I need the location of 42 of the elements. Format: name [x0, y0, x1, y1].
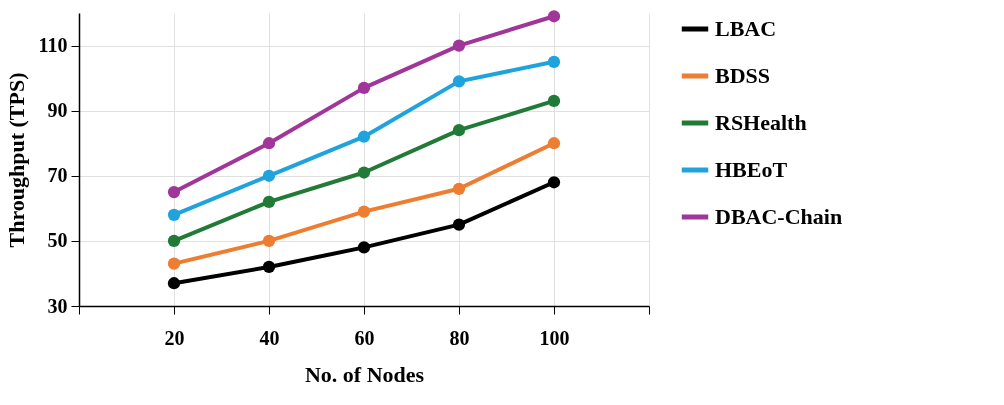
point [167, 277, 181, 290]
point [262, 260, 276, 274]
x-tick-label: 40 [259, 326, 280, 349]
point [167, 185, 181, 199]
point [357, 130, 371, 143]
point [357, 241, 371, 254]
x-tick-label: 80 [449, 326, 470, 349]
point [547, 10, 561, 23]
point [262, 137, 276, 150]
point [452, 39, 466, 52]
y-tick-label: 50 [47, 229, 68, 252]
point [547, 137, 561, 150]
y-tick-label: 70 [47, 164, 68, 187]
legend-label: LBAC [715, 16, 777, 41]
legend-label: HBEoT [715, 157, 788, 182]
point [262, 195, 276, 208]
point [452, 124, 466, 137]
point [452, 75, 466, 88]
x-tick-label: 20 [164, 326, 185, 349]
point [547, 94, 561, 108]
legend-label: DBAC-Chain [715, 204, 843, 229]
x-tick-label: 100 [539, 326, 570, 349]
point [167, 234, 181, 247]
x-tick-label: 60 [354, 326, 375, 349]
point [167, 257, 181, 270]
point [262, 169, 276, 182]
point [357, 205, 371, 218]
y-axis-title: Throughput (TPS) [3, 72, 29, 248]
point [452, 182, 466, 195]
y-tick-label: 110 [38, 34, 68, 57]
point [262, 234, 276, 247]
legend-label: BDSS [715, 63, 771, 88]
point [167, 208, 181, 221]
point [357, 81, 371, 94]
legend-label: RSHealth [715, 110, 807, 135]
point [547, 176, 561, 189]
y-tick-label: 30 [47, 294, 68, 317]
y-tick-label: 90 [47, 99, 68, 122]
x-axis-title: No. of Nodes [304, 361, 425, 387]
point [547, 55, 561, 68]
point [357, 166, 371, 179]
point [452, 218, 466, 231]
